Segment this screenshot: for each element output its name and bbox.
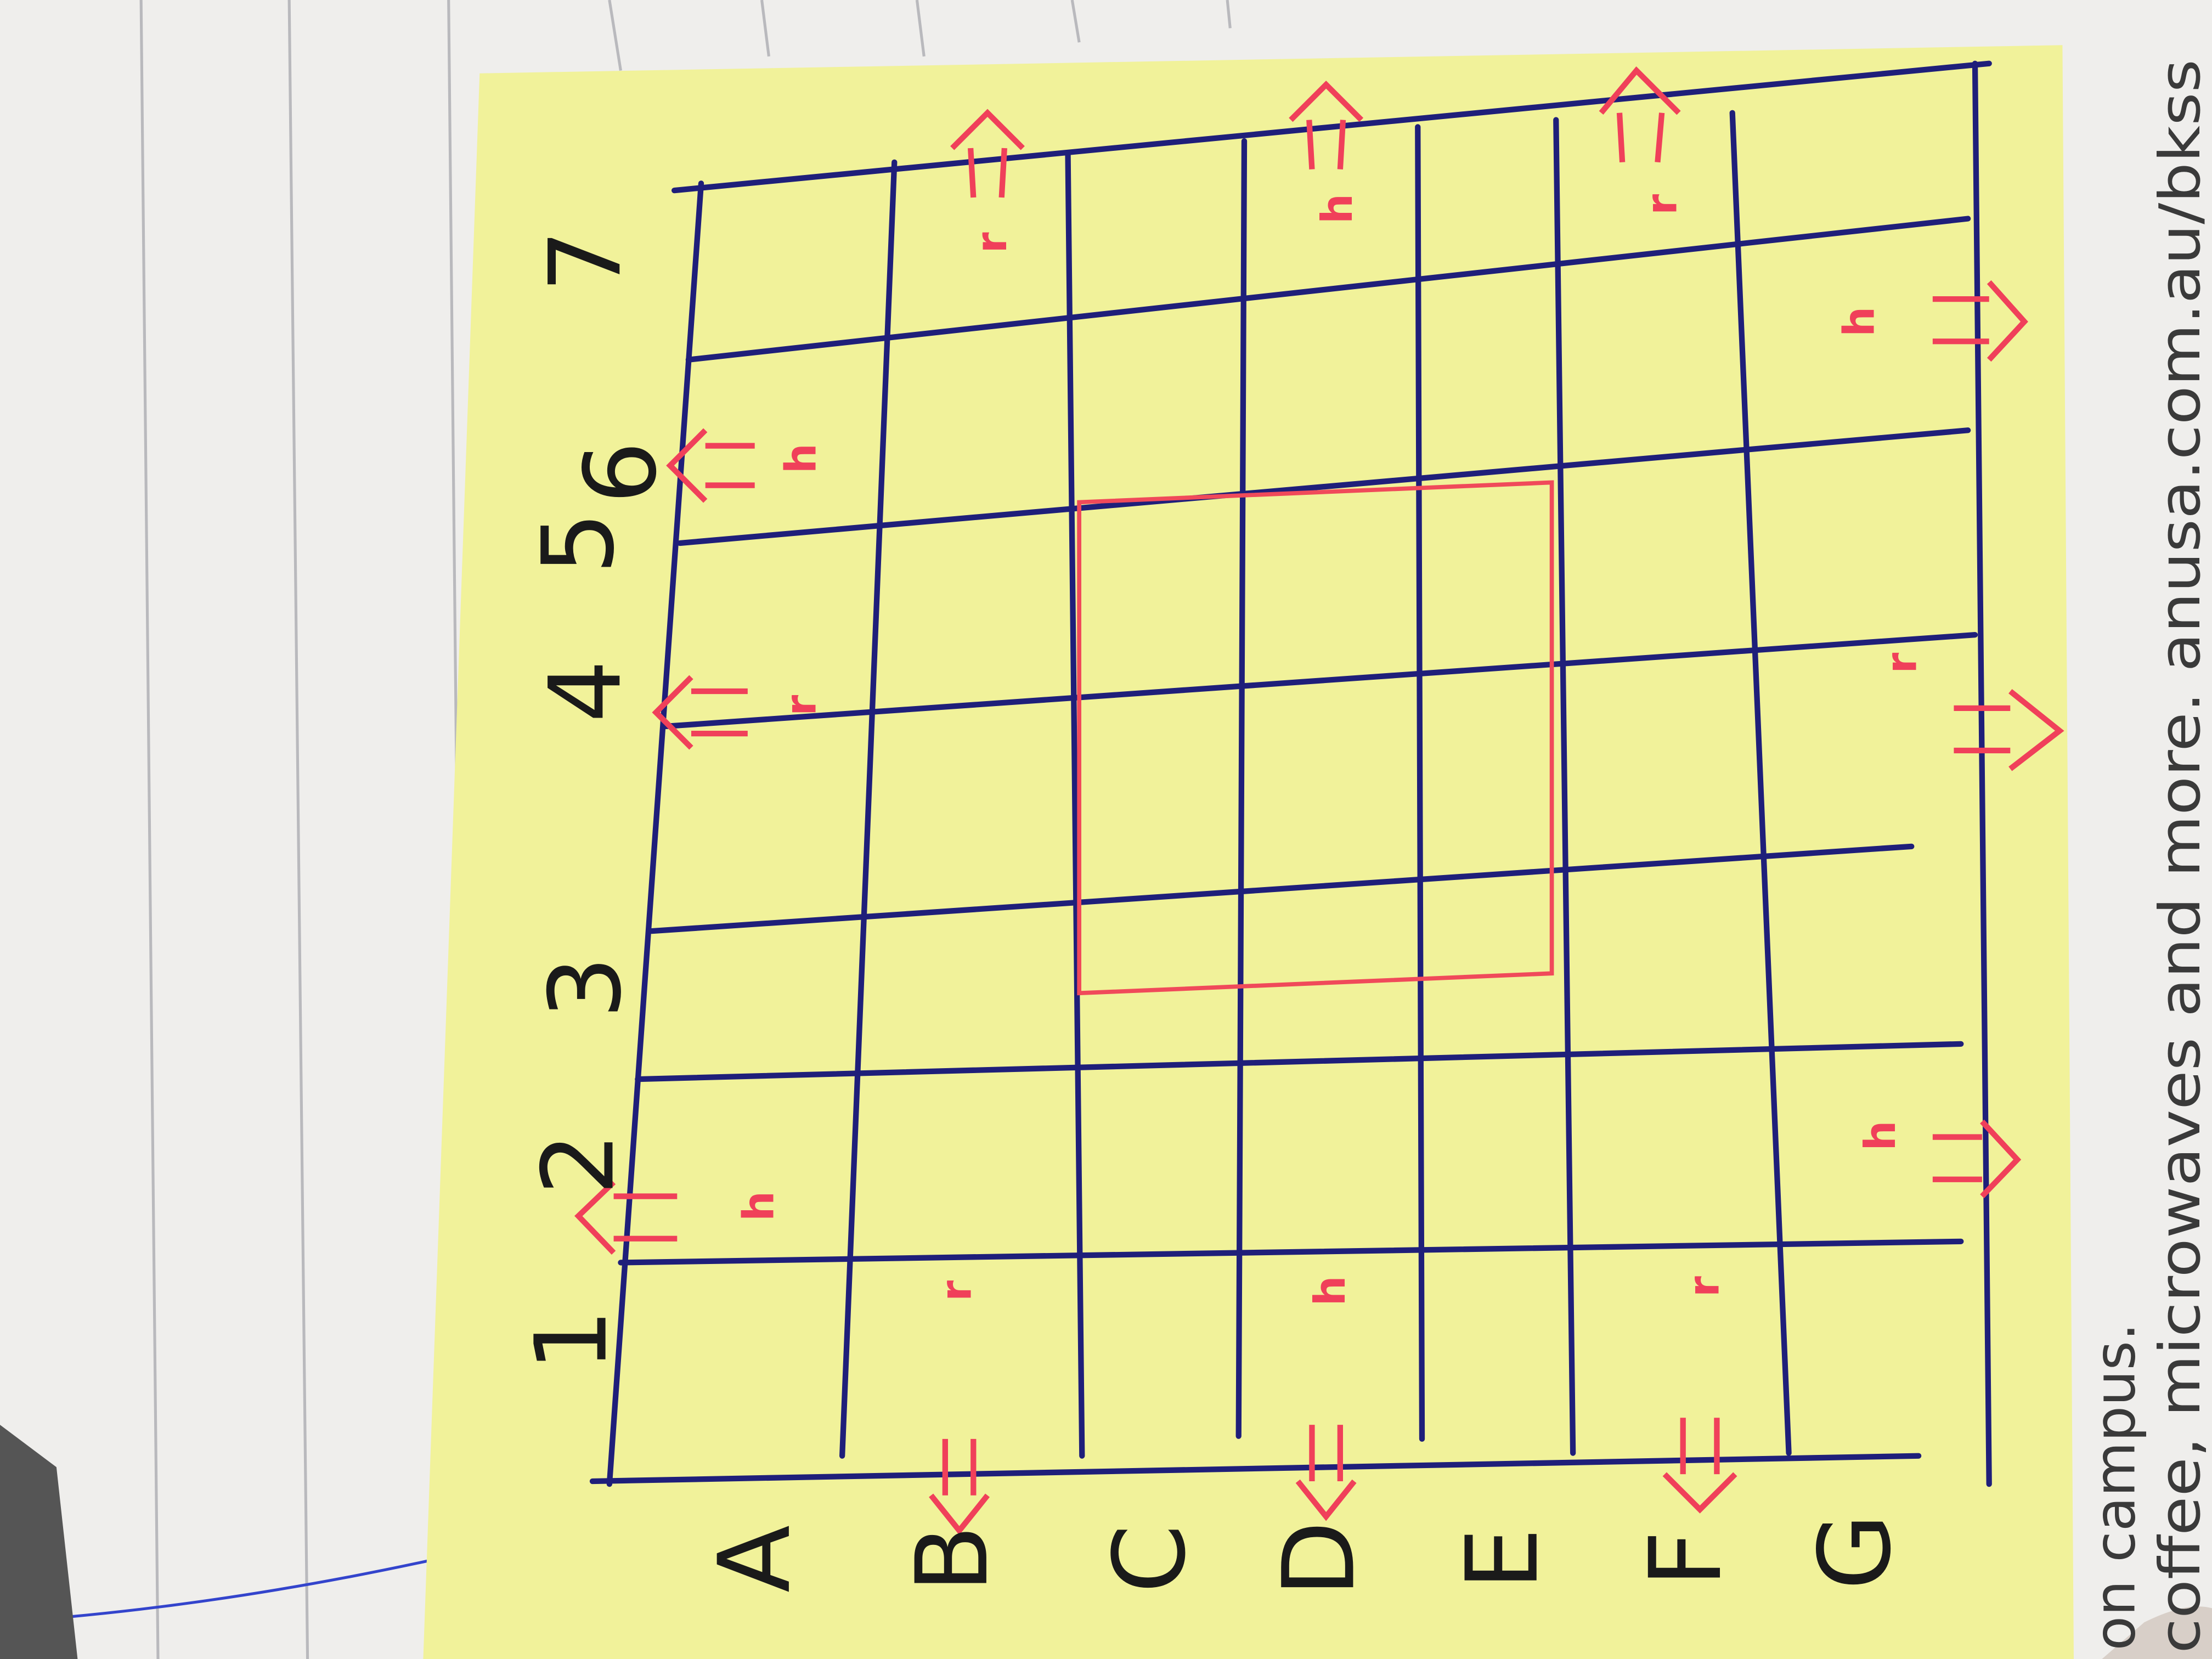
column-label: A: [698, 1525, 812, 1593]
cell-mark: r: [932, 1280, 981, 1301]
cell-mark: h: [1306, 1276, 1355, 1306]
row-label: 3: [528, 956, 643, 1019]
row-label: 2: [521, 1132, 636, 1195]
cell-mark: h: [1835, 307, 1884, 337]
highlight-square: [1077, 480, 1554, 996]
row-label: 6: [564, 441, 679, 504]
column-label: C: [1093, 1525, 1207, 1594]
printed-text: coffee, microwaves and more. anusa.com.a…: [2148, 59, 2212, 1654]
pen-cap: [0, 1425, 78, 1659]
cell-mark: r: [967, 232, 1017, 253]
printed-text: on campus.: [2083, 1323, 2148, 1650]
cell-mark: r: [1679, 1276, 1729, 1297]
row-label: 7: [528, 229, 643, 292]
column-label: E: [1446, 1528, 1560, 1590]
cell-mark: r: [1877, 653, 1926, 674]
cell-mark: h: [1313, 194, 1362, 224]
column-label: D: [1262, 1521, 1376, 1597]
column-label: F: [1629, 1531, 1743, 1588]
row-label: 1: [515, 1309, 629, 1372]
finger: [2102, 1606, 2212, 1659]
cell-mark: r: [1637, 194, 1686, 215]
row-label: 4: [528, 660, 643, 723]
cell-mark: h: [1856, 1121, 1905, 1151]
cell-mark: h: [777, 443, 826, 473]
column-label: G: [1798, 1514, 1913, 1590]
cell-mark: r: [777, 695, 826, 716]
grid-columns: [606, 60, 1992, 1487]
cell-mark: h: [735, 1191, 784, 1221]
column-label: B: [895, 1525, 1010, 1593]
sticky-note: [423, 45, 2074, 1659]
row-label: 5: [521, 512, 636, 575]
arrows: [574, 66, 2064, 1536]
